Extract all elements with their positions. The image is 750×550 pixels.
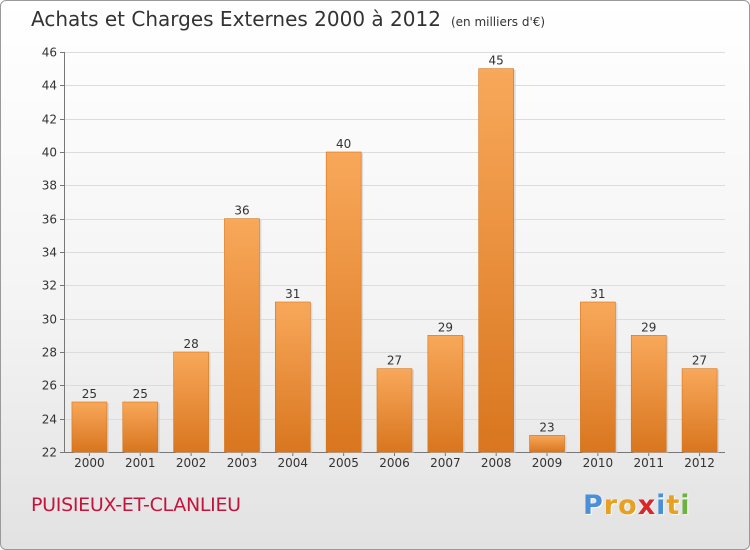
bar bbox=[71, 401, 108, 453]
y-tick-label: 38 bbox=[42, 179, 57, 193]
x-tick-label: 2010 bbox=[583, 456, 614, 470]
logo-letter: x bbox=[637, 490, 657, 521]
bar-value-label: 31 bbox=[590, 287, 605, 301]
y-tick-label: 34 bbox=[42, 246, 57, 260]
logo-letter: r bbox=[603, 490, 619, 521]
x-tick-label: 2005 bbox=[328, 456, 359, 470]
logo-letter: i bbox=[656, 490, 667, 521]
bar bbox=[529, 435, 565, 453]
bar-value-label: 29 bbox=[438, 320, 453, 334]
bar bbox=[275, 301, 311, 453]
y-tick-label: 30 bbox=[42, 313, 57, 327]
x-tick-label: 2003 bbox=[227, 456, 258, 470]
bar-value-label: 45 bbox=[489, 54, 504, 68]
x-tick-label: 2011 bbox=[633, 456, 664, 470]
bar-value-label: 25 bbox=[82, 387, 97, 401]
y-tick-label: 32 bbox=[42, 279, 57, 293]
bar bbox=[224, 218, 260, 453]
logo-letter: P bbox=[583, 490, 604, 521]
bar-value-label: 28 bbox=[183, 337, 198, 351]
label-layer: 25 2000 25 2001 28 2002 36 2003 31 2004 40 2005 27 20… bbox=[74, 54, 715, 470]
x-tick-label: 2004 bbox=[278, 456, 309, 470]
x-tick-label: 2006 bbox=[379, 456, 410, 470]
bar bbox=[122, 401, 159, 453]
logo-letter: i bbox=[680, 490, 691, 521]
x-tick-label: 2012 bbox=[684, 456, 715, 470]
bar-value-label: 29 bbox=[641, 320, 656, 334]
y-tick-label: 24 bbox=[42, 413, 57, 427]
x-tick-label: 2007 bbox=[430, 456, 461, 470]
bar-layer bbox=[71, 68, 720, 454]
bar-value-label: 27 bbox=[387, 354, 402, 368]
x-tick-label: 2000 bbox=[74, 456, 105, 470]
chart-title-text: Achats et Charges Externes 2000 à 2012 bbox=[31, 7, 441, 31]
x-tick-label: 2001 bbox=[125, 456, 156, 470]
y-tick-label: 46 bbox=[42, 46, 57, 60]
bar-value-label: 27 bbox=[692, 354, 707, 368]
x-tick-label: 2002 bbox=[176, 456, 207, 470]
bar bbox=[325, 151, 362, 453]
y-tick-label: 22 bbox=[42, 446, 57, 460]
bar bbox=[376, 368, 413, 453]
x-tick-label: 2009 bbox=[532, 456, 563, 470]
bar bbox=[580, 301, 616, 453]
logo-letter: t bbox=[666, 490, 681, 521]
bar-value-label: 25 bbox=[133, 387, 148, 401]
y-tick-label: 36 bbox=[42, 213, 57, 227]
bar bbox=[427, 335, 464, 453]
chart-subtitle: (en milliers d'€) bbox=[450, 15, 546, 29]
commune-name: PUISIEUX-ET-CLANLIEU bbox=[31, 494, 241, 516]
y-tick-label: 28 bbox=[42, 346, 57, 360]
axis-layer: 22 24 26 28 30 32 34 36 38 40 42 44 46 bbox=[42, 46, 725, 460]
x-tick-label: 2008 bbox=[481, 456, 512, 470]
y-tick-label: 42 bbox=[42, 113, 57, 127]
bar bbox=[173, 351, 209, 453]
bar-value-label: 40 bbox=[336, 137, 351, 151]
bar bbox=[630, 335, 667, 453]
bar bbox=[478, 68, 514, 453]
y-tick-label: 40 bbox=[42, 146, 57, 160]
chart-title: Achats et Charges Externes 2000 à 2012 (e… bbox=[31, 7, 545, 31]
bar-value-label: 36 bbox=[234, 204, 249, 218]
bar-value-label: 23 bbox=[539, 420, 554, 434]
logo-letter: o bbox=[618, 490, 638, 521]
bar bbox=[681, 368, 718, 453]
proxiti-logo[interactable]: Proxiti bbox=[583, 490, 691, 521]
y-tick-label: 26 bbox=[42, 379, 57, 393]
y-tick-label: 44 bbox=[42, 79, 57, 93]
bar-value-label: 31 bbox=[285, 287, 300, 301]
